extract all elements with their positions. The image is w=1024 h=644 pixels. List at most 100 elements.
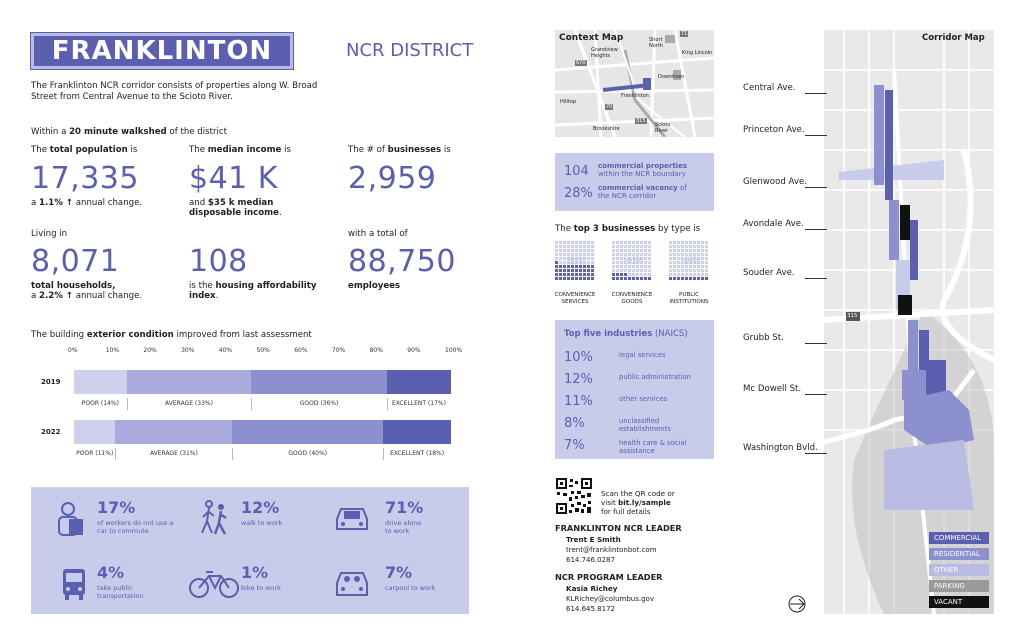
bus-icon xyxy=(63,569,85,600)
waffle-cell xyxy=(689,269,692,272)
waffle-cell xyxy=(612,265,615,268)
waffle-cell xyxy=(644,245,647,248)
tick-label: 40% xyxy=(218,347,233,354)
waffle-cell xyxy=(612,261,615,264)
commute-pct: 1% xyxy=(241,563,269,582)
waffle-cell xyxy=(620,261,623,264)
waffle-cell xyxy=(559,241,562,244)
waffle-cell xyxy=(628,241,631,244)
commute-desc: of workers do not use a car to commute xyxy=(97,519,174,535)
waffle-cell xyxy=(669,257,672,260)
qr-link[interactable]: bit.ly/sample xyxy=(618,498,671,507)
waffle-cell xyxy=(583,265,586,268)
tick-label: 10% xyxy=(105,347,120,354)
waffle-cell xyxy=(628,277,631,280)
label-divider xyxy=(383,448,385,460)
tick-label: 60% xyxy=(294,347,308,354)
waffle-cell xyxy=(697,241,700,244)
waffle-label: CONVENIENCE SERVICES xyxy=(554,292,596,305)
waffle-cell xyxy=(644,249,647,252)
bar-segment xyxy=(126,370,252,394)
waffle-cell xyxy=(636,261,639,264)
bar-label: EXCELLENT (18%) xyxy=(390,450,445,457)
waffle-cell xyxy=(616,265,619,268)
waffle-cell xyxy=(669,253,672,256)
contact-email[interactable]: KLRichey@columbus.gov xyxy=(566,595,654,603)
vacancy-desc: commercial vacancy of the NCR corridor xyxy=(598,184,687,200)
waffle-cell xyxy=(701,273,704,276)
waffle-cell xyxy=(624,261,627,264)
waffle-cell xyxy=(624,269,627,272)
waffle-cell xyxy=(640,257,643,260)
map-label: Brookshire xyxy=(593,126,620,132)
row-year: 2022 xyxy=(41,428,61,436)
waffle-cell xyxy=(705,269,708,272)
waffle-cell xyxy=(591,241,594,244)
industry-pct: 7% xyxy=(564,438,585,453)
waffle-cell xyxy=(587,261,590,264)
legend-item: RESIDENTIAL xyxy=(929,548,989,560)
waffle-cell xyxy=(579,249,582,252)
businesses-value: 2,959 xyxy=(348,161,437,196)
waffle-cell xyxy=(587,273,590,276)
waffle-cell xyxy=(587,277,590,280)
waffle-cell xyxy=(575,269,578,272)
waffle-cell xyxy=(612,253,615,256)
waffle-cell xyxy=(673,273,676,276)
waffle-cell xyxy=(644,273,647,276)
commute-desc: drive alone to work xyxy=(385,519,422,535)
waffle-cell xyxy=(632,269,635,272)
bar-segment xyxy=(383,420,451,444)
waffle-cell xyxy=(567,241,570,244)
waffle-cell xyxy=(628,261,631,264)
map-label: King Lincoln xyxy=(682,50,713,56)
waffle-cell xyxy=(632,257,635,260)
waffle-cell xyxy=(693,257,696,260)
waffle-cell xyxy=(697,269,700,272)
waffle-cell xyxy=(591,257,594,260)
waffle-cell xyxy=(571,273,574,276)
tick-label: 30% xyxy=(181,347,195,354)
waffle-cell xyxy=(685,269,688,272)
waffle-cell xyxy=(689,241,692,244)
waffle-cell xyxy=(648,257,651,260)
label-divider xyxy=(251,398,253,410)
contact-phone: 614.746.0287 xyxy=(566,556,615,564)
waffle-cell xyxy=(612,273,615,276)
contact-email[interactable]: trent@franklintonbot.com xyxy=(566,546,657,554)
waffle-cell xyxy=(648,277,651,280)
waffle-cell xyxy=(701,249,704,252)
waffle-cell xyxy=(567,265,570,268)
waffle-cell xyxy=(555,269,558,272)
highway-shield: 315 xyxy=(635,118,647,124)
leader-line xyxy=(805,343,827,344)
waffle-cell xyxy=(579,265,582,268)
commute-desc: take public transportation xyxy=(97,584,144,600)
waffle-cell xyxy=(697,257,700,260)
map-label: Grandview Heights xyxy=(591,47,618,59)
waffle-cell xyxy=(640,265,643,268)
waffle-cell xyxy=(571,245,574,248)
waffle-cell xyxy=(563,269,566,272)
waffle-cell xyxy=(681,241,684,244)
waffle-cell xyxy=(583,257,586,260)
waffle-cell xyxy=(571,241,574,244)
legend-item: OTHER xyxy=(929,564,989,576)
waffle-cell xyxy=(563,253,566,256)
waffle-cell xyxy=(559,265,562,268)
waffle-cell xyxy=(579,253,582,256)
qr-code-icon[interactable] xyxy=(555,477,593,515)
waffle-cell xyxy=(636,257,639,260)
waffle-cell xyxy=(693,261,696,264)
waffle-cell xyxy=(689,265,692,268)
waffle-cell xyxy=(579,261,582,264)
waffle-cell xyxy=(701,253,704,256)
waffle-cell xyxy=(616,261,619,264)
waffle-cell xyxy=(591,277,594,280)
waffle-cell xyxy=(640,249,643,252)
highway-shield: 315 xyxy=(847,313,858,319)
waffle-cell xyxy=(624,265,627,268)
bar-segment xyxy=(74,370,127,394)
waffle-cell xyxy=(644,253,647,256)
bar-segment xyxy=(251,370,387,394)
